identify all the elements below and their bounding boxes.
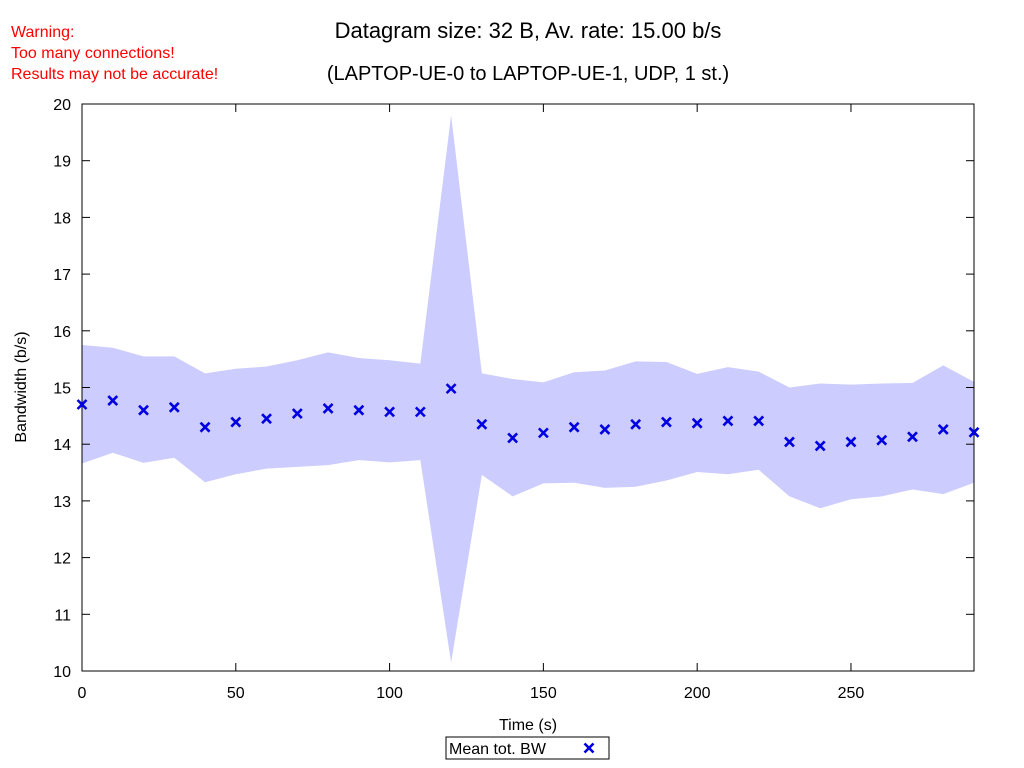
data-point [414, 406, 426, 418]
data-point [107, 395, 119, 406]
data-point [568, 421, 580, 433]
data-point [445, 383, 457, 395]
data-points-layer [76, 383, 980, 452]
y-tick-label: 18 [53, 210, 71, 227]
y-axis-label: Bandwidth (b/s) [13, 331, 30, 442]
legend-marker-x [583, 742, 595, 754]
data-point [322, 403, 334, 414]
y-tick-label: 13 [53, 494, 71, 511]
data-point [722, 415, 734, 427]
data-point [537, 427, 549, 439]
legend-x-marker [583, 742, 595, 754]
chart-title: Datagram size: 32 B, Av. rate: 15.00 b/s [335, 18, 722, 43]
data-point [660, 416, 672, 428]
legend-box [445, 736, 610, 760]
x-tick-label: 100 [376, 685, 403, 702]
confidence-band [82, 115, 974, 663]
y-tick-label: 17 [53, 267, 71, 284]
legend-label: Mean tot. BW [449, 741, 547, 758]
data-point [599, 424, 611, 435]
data-point [630, 418, 642, 430]
data-point [261, 413, 272, 425]
data-point [353, 404, 365, 416]
data-point [876, 434, 888, 446]
data-point [784, 436, 795, 448]
data-point [138, 404, 149, 416]
confidence-band-layer [82, 115, 974, 663]
data-point [76, 399, 88, 410]
warning-line-1: Warning: [11, 24, 74, 41]
y-tick-label: 16 [53, 324, 71, 341]
chart-subtitle: (LAPTOP-UE-0 to LAPTOP-UE-1, UDP, 1 st.) [327, 63, 729, 85]
legend: Mean tot. BW [445, 736, 610, 760]
x-tick-label: 50 [227, 685, 245, 702]
data-point [476, 418, 488, 430]
y-tick-label: 15 [53, 381, 71, 398]
data-point [230, 416, 242, 428]
data-point [814, 440, 826, 452]
warning-line-3: Results may not be accurate! [11, 66, 218, 83]
x-tick-label: 0 [78, 685, 87, 702]
data-point [291, 408, 303, 420]
y-tick-label: 20 [53, 97, 71, 114]
data-point [168, 401, 180, 413]
warning-line-2: Too many connections! [11, 45, 175, 62]
x-tick-label: 250 [838, 685, 865, 702]
data-point [937, 424, 949, 435]
y-tick-label: 12 [53, 551, 71, 568]
data-point [753, 415, 765, 427]
x-tick-label: 200 [684, 685, 711, 702]
data-point [845, 436, 857, 448]
data-point [907, 431, 918, 443]
y-tick-label: 11 [54, 607, 71, 624]
data-point [199, 421, 211, 433]
data-point [968, 426, 980, 438]
data-point [691, 417, 703, 429]
y-tick-label: 19 [53, 154, 71, 171]
x-axis-label: Time (s) [499, 717, 557, 734]
y-tick-label: 14 [53, 437, 71, 454]
data-point [507, 432, 519, 444]
y-tick-label: 10 [53, 664, 71, 681]
x-tick-label: 150 [530, 685, 557, 702]
data-point [384, 406, 396, 418]
